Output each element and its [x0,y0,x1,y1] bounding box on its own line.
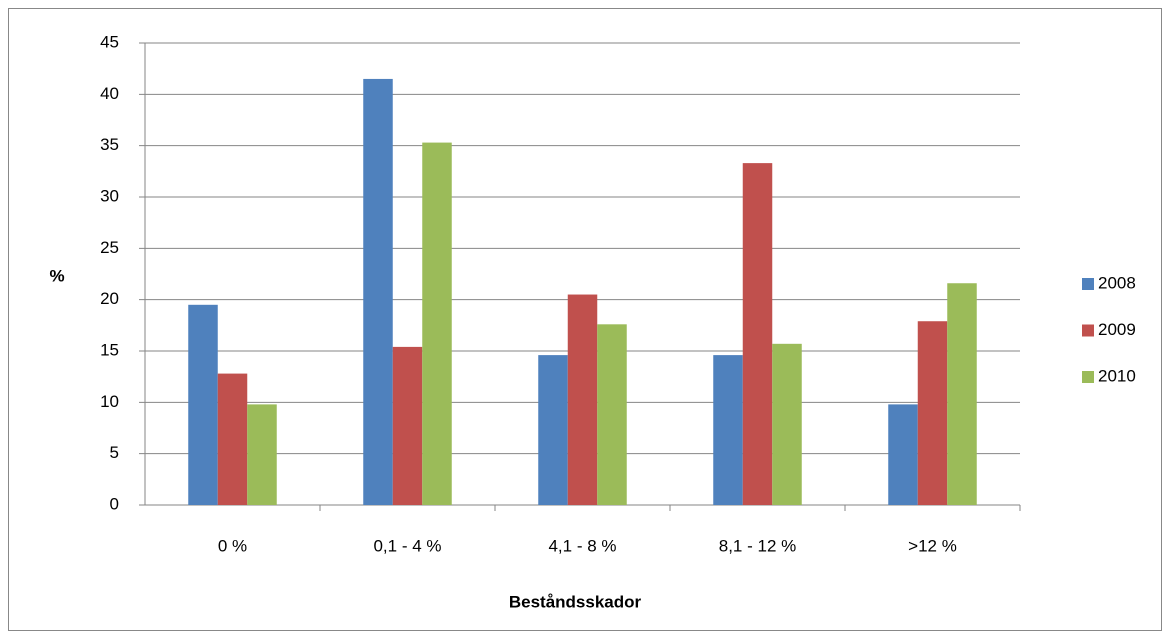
bar [422,142,452,505]
y-tick-label: 15 [100,340,119,359]
y-axis-label: % [49,266,64,285]
y-tick-label: 35 [100,135,119,154]
legend-label: 2009 [1098,320,1136,339]
bar [888,404,918,505]
x-tick-label: 0 % [218,536,247,555]
legend-label: 2010 [1098,366,1136,385]
y-tick-label: 30 [100,186,119,205]
x-axis-label: Beståndsskador [509,592,642,611]
bar [713,355,743,505]
y-tick-label: 40 [100,84,119,103]
x-tick-label: 4,1 - 8 % [548,536,616,555]
bar [597,324,627,505]
y-tick-label: 10 [100,392,119,411]
bar [917,321,948,505]
bar [742,163,773,505]
bar [947,283,977,505]
x-tick-label: 0,1 - 4 % [373,536,441,555]
bar [363,78,393,505]
bar [772,343,802,505]
legend-swatch [1082,371,1094,383]
legend-swatch [1082,324,1094,337]
y-tick-label: 45 [100,32,119,51]
y-tick-label: 25 [100,238,119,257]
bar [538,355,568,505]
legend-label: 2008 [1098,273,1136,292]
x-tick-label: >12 % [908,536,957,555]
bar [188,304,218,505]
y-tick-label: 20 [100,289,119,308]
bar [567,294,598,505]
bar [392,346,423,505]
bar [217,373,248,505]
x-tick-label: 8,1 - 12 % [719,536,797,555]
bar [247,404,277,505]
legend-swatch [1082,278,1094,290]
y-tick-label: 0 [110,494,119,513]
y-tick-label: 5 [110,443,119,462]
